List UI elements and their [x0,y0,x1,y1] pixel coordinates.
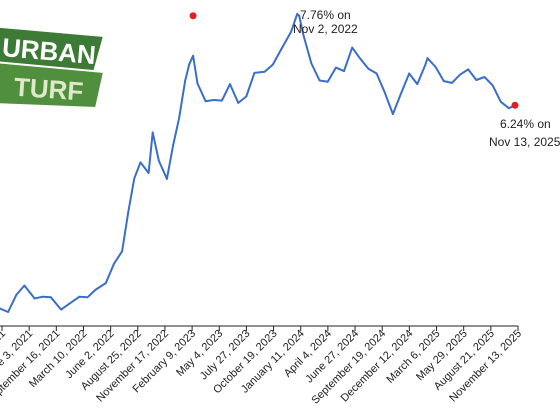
urban-turf-logo: URBAN TURF [0,25,106,110]
end-annotation-line2: Nov 13, 2025 [489,135,560,149]
data-point [212,99,215,101]
data-point [392,113,394,115]
data-point [50,296,52,299]
data-point [271,63,274,66]
data-point [326,80,329,83]
logo-sign-bottom [0,61,106,110]
data-point [290,30,292,33]
data-point [296,13,299,15]
data-point [351,46,354,49]
data-point [166,178,168,180]
data-point [221,99,223,102]
data-point [426,57,429,60]
data-point [229,83,231,85]
data-point [172,145,174,147]
data-point [359,57,362,60]
data-point [113,262,115,265]
data-point [7,311,9,313]
data-point [508,107,510,110]
data-point [434,66,437,68]
end-marker [511,101,519,109]
data-point [442,80,445,82]
data-point [280,49,282,51]
data-point [335,66,337,69]
data-point [157,159,160,162]
data-point [343,70,345,72]
data-point [178,117,181,120]
series-points [0,13,516,313]
data-point [483,76,486,78]
data-point [192,54,195,57]
data-point [383,91,386,94]
logo-word-turf: TURF [13,72,84,107]
data-point [86,296,89,299]
data-point [188,63,191,65]
data-point [491,84,494,87]
data-point [237,102,240,104]
data-point [104,282,107,284]
data-point [196,82,199,85]
data-point [408,72,411,75]
data-point [15,294,18,296]
data-point [424,63,427,66]
x-ticks [1,326,519,331]
data-point [121,250,123,253]
data-point [318,79,321,82]
data-point [253,72,256,74]
data-point [184,79,187,82]
data-point [41,295,44,298]
data-point [298,14,301,17]
data-point [499,100,502,103]
data-point [367,67,370,70]
end-annotation-line1: 6.24% on [500,117,551,131]
data-point [459,73,461,76]
data-point [310,62,313,65]
peak-annotation-line2: Nov 2, 2022 [293,22,358,36]
data-point [151,131,154,134]
data-point [416,83,419,85]
data-point [245,95,248,98]
data-point [78,295,81,298]
data-point [23,284,26,287]
data-point [375,72,378,75]
data-point [68,302,71,305]
data-point [467,68,470,71]
data-point [33,297,36,300]
data-point [94,288,97,291]
data-point [133,177,136,180]
data-point [475,79,478,81]
data-point [147,172,150,174]
data-point [0,307,1,310]
data-point [263,70,266,73]
data-point [127,211,130,214]
data-point [139,161,142,164]
data-point [302,33,305,36]
peak-annotation-line1: 7.76% on [300,8,351,22]
data-point [60,308,62,311]
data-point [400,92,402,95]
data-point [204,100,207,103]
data-point [451,82,453,84]
peak-marker [189,12,197,20]
